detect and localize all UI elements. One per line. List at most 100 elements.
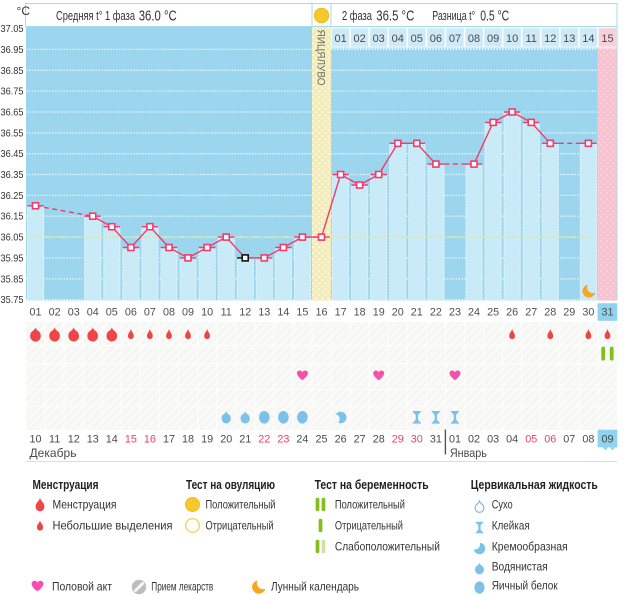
svg-text:02: 02 [49,307,61,319]
svg-text:Разница t°: Разница t° [432,9,475,23]
svg-text:31: 31 [430,434,442,446]
svg-text:07: 07 [144,307,156,319]
svg-text:15: 15 [125,434,137,446]
svg-text:01: 01 [449,434,461,446]
svg-text:01: 01 [29,307,41,319]
svg-text:Отрицательный: Отрицательный [206,519,274,533]
svg-text:23: 23 [277,434,289,446]
svg-text:Клейкая: Клейкая [492,519,530,533]
svg-text:36.0 °C: 36.0 °C [139,9,177,25]
svg-text:16: 16 [315,307,327,319]
svg-text:Сухо: Сухо [492,498,513,512]
svg-text:24: 24 [468,307,480,319]
svg-text:11: 11 [221,307,232,319]
svg-text:Положительный: Положительный [206,498,276,512]
svg-text:20: 20 [220,434,232,446]
svg-text:36.85: 36.85 [1,65,24,77]
svg-text:08: 08 [468,33,480,45]
svg-text:Тест на беременность: Тест на беременность [315,478,429,492]
svg-text:Положительный: Положительный [335,498,405,512]
svg-text:25: 25 [487,307,499,319]
svg-text:Кремообразная: Кремообразная [492,540,568,554]
svg-text:02: 02 [468,434,480,446]
svg-text:06: 06 [125,307,137,319]
svg-text:27: 27 [525,307,537,319]
svg-text:10: 10 [201,307,213,319]
svg-text:09: 09 [182,307,194,319]
svg-text:07: 07 [563,434,575,446]
svg-text:01: 01 [334,33,346,45]
svg-text:36.35: 36.35 [1,169,24,181]
svg-text:18: 18 [182,434,194,446]
svg-text:29: 29 [563,307,575,319]
svg-text:21: 21 [239,434,251,446]
svg-text:36.05: 36.05 [1,232,24,244]
svg-text:37.05: 37.05 [1,23,24,35]
svg-text:19: 19 [373,307,385,319]
svg-text:04: 04 [87,307,99,319]
svg-text:Лунный календарь: Лунный календарь [271,580,359,594]
svg-text:29: 29 [392,434,404,446]
svg-text:11: 11 [525,33,536,45]
svg-text:17: 17 [335,307,347,319]
svg-text:10: 10 [506,33,518,45]
svg-text:°C: °C [17,4,31,18]
svg-text:14: 14 [582,33,594,45]
svg-text:Отрицательный: Отрицательный [335,519,403,533]
svg-text:03: 03 [68,307,80,319]
svg-text:14: 14 [277,307,289,319]
svg-text:Декабрь: Декабрь [30,446,77,460]
svg-text:09: 09 [487,33,499,45]
svg-text:Январь: Январь [450,446,487,460]
svg-text:17: 17 [163,434,175,446]
svg-text:04: 04 [506,434,518,446]
svg-text:0.5 °C: 0.5 °C [480,9,509,25]
svg-text:15: 15 [601,33,613,45]
svg-text:13: 13 [258,307,270,319]
svg-text:25: 25 [315,434,327,446]
svg-text:21: 21 [411,307,423,319]
svg-text:22: 22 [258,434,270,446]
svg-text:18: 18 [354,307,366,319]
svg-text:36.95: 36.95 [1,44,24,56]
svg-text:Водянистая: Водянистая [492,560,548,574]
svg-text:06: 06 [544,434,556,446]
svg-text:36.45: 36.45 [1,148,24,160]
svg-text:36.25: 36.25 [1,190,24,202]
svg-text:13: 13 [563,33,575,45]
svg-text:08: 08 [582,434,594,446]
svg-text:36.75: 36.75 [1,86,24,98]
svg-text:36.55: 36.55 [1,127,24,139]
svg-text:27: 27 [354,434,366,446]
svg-text:35.95: 35.95 [1,253,24,265]
svg-text:Прием лекарств: Прием лекарств [151,580,213,594]
svg-text:07: 07 [449,33,461,45]
svg-text:14: 14 [106,434,118,446]
svg-text:ЯИЦЯЛУВО: ЯИЦЯЛУВО [315,30,327,86]
svg-text:26: 26 [335,434,347,446]
svg-text:19: 19 [201,434,213,446]
svg-text:36.5 °C: 36.5 °C [376,9,414,25]
svg-text:35.75: 35.75 [1,294,24,306]
svg-text:04: 04 [392,33,404,45]
svg-text:28: 28 [373,434,385,446]
svg-text:Тест на овуляцию: Тест на овуляцию [186,478,275,492]
svg-text:08: 08 [163,307,175,319]
svg-text:10: 10 [29,434,41,446]
svg-text:02: 02 [353,33,365,45]
svg-text:26: 26 [506,307,518,319]
svg-text:23: 23 [449,307,461,319]
svg-text:05: 05 [106,307,118,319]
svg-text:28: 28 [544,307,556,319]
svg-text:Половой акт: Половой акт [52,580,112,594]
svg-text:05: 05 [411,33,423,45]
svg-text:11: 11 [49,434,60,446]
svg-text:30: 30 [411,434,423,446]
svg-text:30: 30 [582,307,594,319]
svg-text:36.65: 36.65 [1,107,24,119]
svg-text:13: 13 [87,434,99,446]
svg-text:Яичный белок: Яичный белок [492,579,559,593]
svg-text:Менструация: Менструация [53,498,117,512]
svg-text:05: 05 [525,434,537,446]
svg-text:12: 12 [544,33,556,45]
